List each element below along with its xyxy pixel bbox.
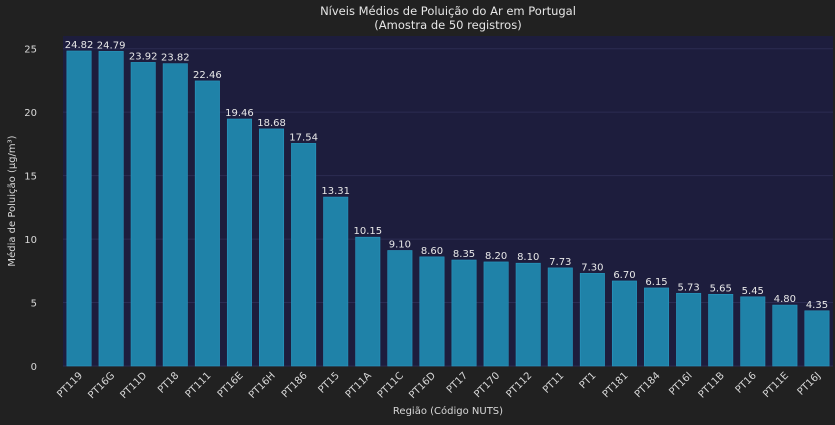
chart-subtitle: (Amostra de 50 registros) [374,18,521,32]
value-label: 13.31 [321,186,350,197]
value-label: 5.65 [710,283,732,294]
value-label: 23.82 [161,53,190,64]
x-tick-label: PT16J [796,370,823,397]
bar-pt16g [98,51,124,367]
bar-pt16 [740,296,766,367]
x-tick-label: PT111 [184,370,214,400]
x-tick-label: PT184 [633,370,663,400]
x-tick-label: PT11C [376,370,406,400]
value-label: 8.35 [453,249,475,260]
x-tick-label: PT170 [472,370,502,400]
x-axis-ticks: PT119 PT16G PT11D PT18 PT111 PT16E PT16H PT186 P… [55,370,823,401]
value-label: 17.54 [289,132,318,143]
value-label: 5.45 [742,286,764,297]
y-tick-label: 0 [31,362,37,373]
value-label: 23.92 [129,51,158,62]
x-axis-label: Região (Código NUTS) [393,405,503,417]
x-tick-label: PT11E [761,370,791,400]
bar-pt112 [515,262,541,367]
bar-pt11 [547,267,573,367]
y-tick-label: 10 [24,235,37,246]
value-label: 24.79 [97,40,126,51]
bar-pt184 [644,287,670,367]
x-tick-label: PT1 [578,370,599,391]
value-label: 6.15 [645,277,667,288]
x-tick-label: PT181 [601,370,631,400]
y-axis-label: Média de Poluição (µg/m³) [6,135,18,266]
value-label: 7.73 [549,257,571,268]
value-label: 8.20 [485,251,507,262]
bar-pt111 [194,80,220,367]
value-label: 9.10 [389,240,411,251]
chart-title: Níveis Médios de Poluição do Ar em Portu… [320,4,576,18]
y-axis-ticks: 0 5 10 15 20 25 [24,45,37,373]
x-tick-label: PT11 [541,370,566,395]
value-label: 24.82 [65,40,94,51]
x-tick-label: PT16G [86,370,117,401]
bar-pt186 [291,143,317,367]
bar-pt170 [483,261,509,367]
bar-pt119 [66,50,92,367]
x-tick-label: PT16E [216,370,246,400]
value-label: 18.68 [257,118,286,129]
value-label: 6.70 [613,270,635,281]
x-tick-label: PT16D [407,370,438,401]
plot-area [63,36,833,366]
bar-pt18 [162,63,188,367]
bar-pt11b [708,293,734,367]
x-tick-label: PT112 [504,370,534,400]
bar-pt11d [130,62,156,367]
value-label: 5.73 [677,282,699,293]
bar-pt11e [772,304,798,367]
x-tick-label: PT15 [316,370,341,395]
value-label: 4.80 [774,294,796,305]
grid-lines [63,48,833,367]
x-tick-label: PT18 [156,370,181,395]
value-label: 4.35 [806,300,828,311]
bar-pt16j [804,310,830,367]
x-tick-label: PT11D [119,370,150,401]
bar-pt16d [419,256,445,367]
bar-pt16h [259,128,285,367]
x-tick-label: PT16H [247,370,278,401]
y-tick-label: 5 [31,299,37,310]
bar-pt11a [355,236,381,367]
bars [66,50,830,367]
bar-pt15 [323,196,349,367]
value-label: 8.60 [421,246,443,257]
y-tick-label: 25 [24,45,37,56]
bar-pt16e [226,118,252,367]
x-tick-label: PT16I [667,370,694,397]
value-label: 7.30 [581,262,603,273]
x-tick-label: PT186 [280,370,310,400]
y-tick-label: 15 [24,172,37,183]
x-tick-label: PT16 [734,370,759,395]
value-label: 8.10 [517,252,539,263]
value-label: 22.46 [193,70,222,81]
x-tick-label: PT17 [445,370,470,395]
bar-pt17 [451,259,477,367]
y-tick-label: 20 [24,108,37,119]
bar-pt181 [611,280,637,367]
value-label: 10.15 [353,226,382,237]
bar-pt11c [387,250,413,367]
bar-pt16i [676,292,702,367]
x-tick-label: PT11B [697,370,727,400]
bar-pt1 [579,273,605,367]
x-tick-label: PT119 [55,370,85,400]
value-label: 19.46 [225,108,254,119]
x-tick-label: PT11A [344,370,374,400]
